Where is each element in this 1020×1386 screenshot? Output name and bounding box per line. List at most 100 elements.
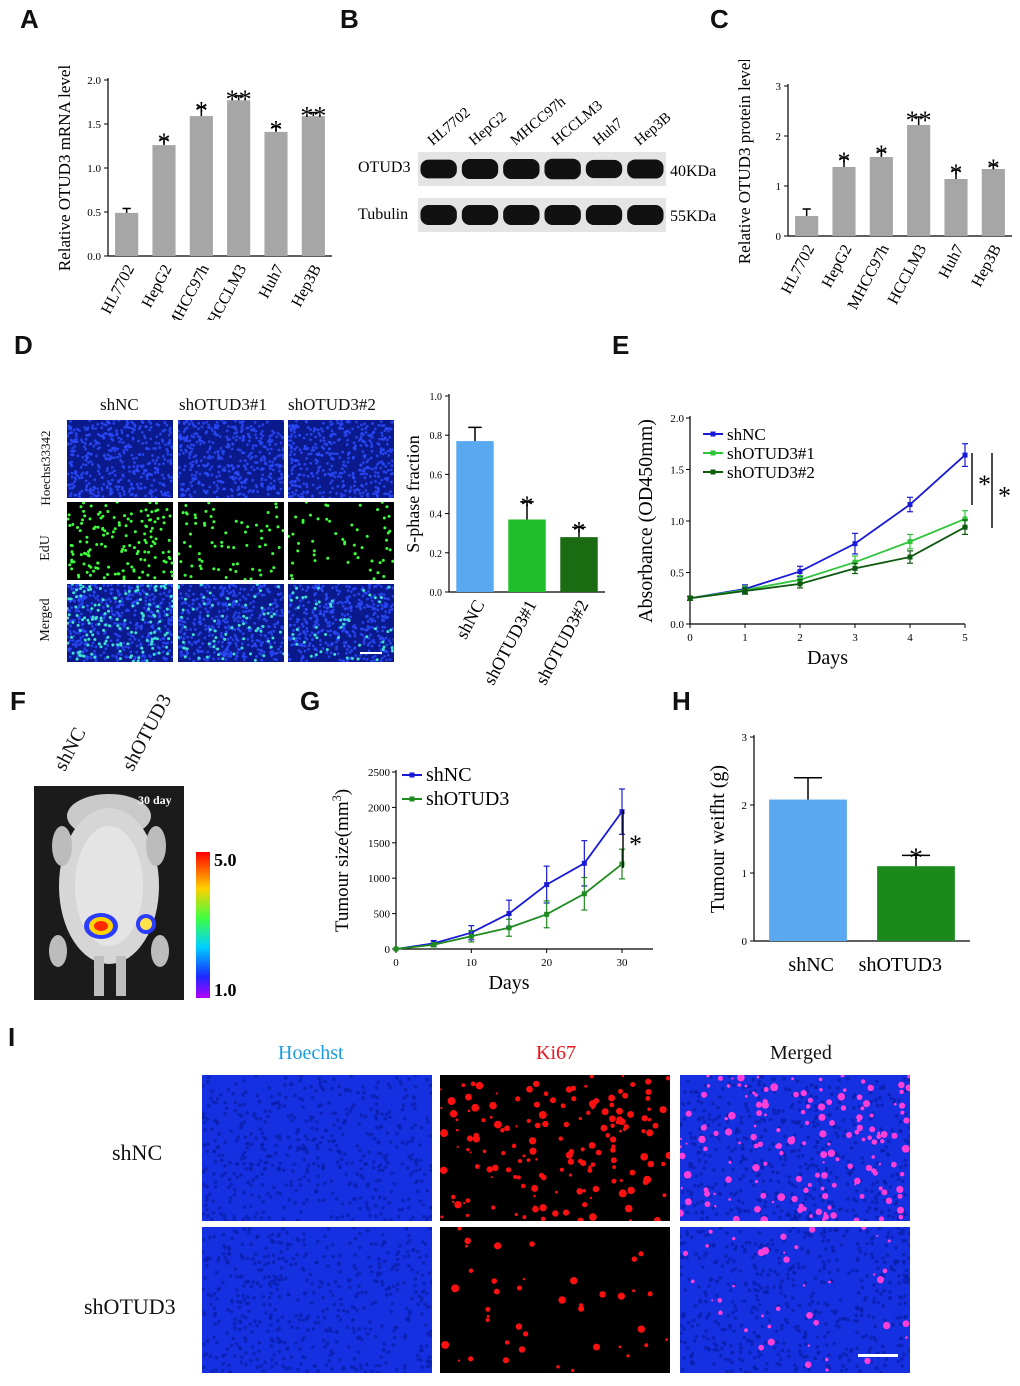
tissue-dot: [258, 1158, 263, 1163]
nucleus-dot: [305, 589, 308, 593]
wb-band-tubulin: [627, 205, 664, 225]
nucleus-dot: [111, 434, 115, 438]
ki67-positive-cell: [899, 1171, 905, 1177]
ki67-positive-cell: [601, 1108, 609, 1116]
ki67-positive-cell: [728, 1198, 731, 1201]
nucleus-dot: [288, 443, 291, 447]
edu-positive-cell: [162, 521, 166, 525]
nucleus-dot: [204, 491, 208, 495]
nucleus-dot: [73, 484, 76, 488]
nucleus-dot: [259, 648, 263, 652]
nucleus-dot: [255, 461, 259, 465]
nucleus-dot: [260, 430, 264, 433]
edu-positive-cell: [78, 629, 82, 633]
nucleus-dot: [141, 442, 145, 445]
nucleus-dot: [233, 618, 236, 622]
nucleus-dot: [109, 639, 113, 643]
ki67-positive-cell: [860, 1106, 865, 1111]
nucleus-dot: [262, 650, 266, 654]
nucleus-dot: [252, 585, 255, 589]
nucleus-dot: [197, 602, 201, 606]
tissue-dot: [205, 1184, 209, 1189]
tissue-dot: [428, 1206, 432, 1210]
tissue-dot: [895, 1172, 900, 1177]
tissue-dot: [812, 1203, 817, 1208]
nucleus-dot: [147, 643, 151, 647]
tissue-dot: [829, 1171, 833, 1175]
edu-positive-cell: [115, 502, 119, 504]
nucleus-dot: [81, 634, 85, 638]
edu-positive-cell: [325, 648, 329, 652]
nucleus-dot: [273, 657, 276, 661]
tissue-dot: [846, 1197, 850, 1201]
edu-positive-cell: [191, 607, 195, 611]
tissue-dot: [338, 1126, 343, 1130]
edu-positive-cell: [382, 516, 386, 520]
nucleus-dot: [205, 610, 209, 614]
tissue-dot: [333, 1111, 338, 1116]
edu-positive-cell: [118, 627, 122, 631]
edu-positive-cell: [352, 543, 356, 547]
tissue-dot: [863, 1198, 867, 1203]
tissue-dot: [402, 1255, 407, 1259]
tissue-dot: [772, 1111, 777, 1115]
edu-positive-cell: [254, 523, 258, 527]
nucleus-dot: [185, 650, 189, 653]
nucleus-dot: [336, 652, 340, 656]
tissue-dot: [744, 1102, 748, 1106]
nucleus-dot: [115, 429, 118, 433]
nucleus-dot: [243, 465, 247, 469]
tissue-dot: [365, 1229, 370, 1233]
edu-positive-cell: [220, 544, 224, 548]
tissue-dot: [282, 1104, 287, 1108]
tissue-dot: [898, 1120, 903, 1124]
series-line-shotud3-2: [689, 526, 966, 600]
edu-positive-cell: [350, 523, 354, 527]
nucleus-dot: [321, 646, 325, 650]
nucleus-dot: [302, 474, 306, 477]
tissue-dot: [257, 1341, 262, 1345]
nucleus-dot: [168, 426, 172, 430]
nucleus-dot: [206, 658, 209, 662]
nucleus-dot: [291, 494, 295, 498]
nucleus-dot: [254, 444, 258, 448]
tissue-dot: [306, 1178, 311, 1183]
tissue-dot: [328, 1147, 333, 1152]
nucleus-dot: [288, 635, 290, 639]
nucleus-dot: [359, 606, 363, 610]
tissue-dot: [322, 1234, 327, 1239]
data-point: [852, 559, 858, 565]
tissue-dot: [317, 1076, 321, 1081]
tissue-dot: [236, 1293, 240, 1298]
nucleus-dot: [232, 591, 236, 595]
nucleus-dot: [353, 447, 357, 451]
ki67-positive-cell: [754, 1205, 761, 1213]
micrograph-background: [288, 420, 394, 498]
edu-positive-cell: [97, 603, 101, 607]
nucleus-dot: [293, 428, 296, 432]
tissue-dot: [350, 1105, 354, 1110]
nucleus-dot: [373, 607, 377, 611]
data-point: [907, 502, 913, 508]
edu-positive-cell: [269, 645, 273, 649]
nucleus-dot: [213, 491, 216, 494]
nucleus-dot: [294, 435, 297, 438]
legend-label: shNC: [727, 425, 766, 444]
tissue-dot: [792, 1216, 797, 1221]
tissue-dot: [405, 1166, 410, 1171]
tissue-dot: [295, 1218, 300, 1221]
edu-positive-cell: [156, 609, 160, 613]
nucleus-dot: [323, 610, 327, 613]
nucleus-dot: [349, 485, 353, 489]
tissue-dot: [703, 1153, 707, 1157]
ki67-positive-cell: [645, 1096, 651, 1101]
nucleus-dot: [273, 652, 277, 655]
nucleus-dot: [271, 602, 275, 606]
significance-mark: *: [875, 140, 888, 169]
ki67-positive-cell: [538, 1172, 545, 1178]
data-point: [962, 524, 968, 530]
tissue-dot: [351, 1326, 356, 1331]
tissue-dot: [680, 1123, 683, 1127]
tissue-dot: [415, 1189, 420, 1194]
nucleus-dot: [198, 645, 202, 649]
